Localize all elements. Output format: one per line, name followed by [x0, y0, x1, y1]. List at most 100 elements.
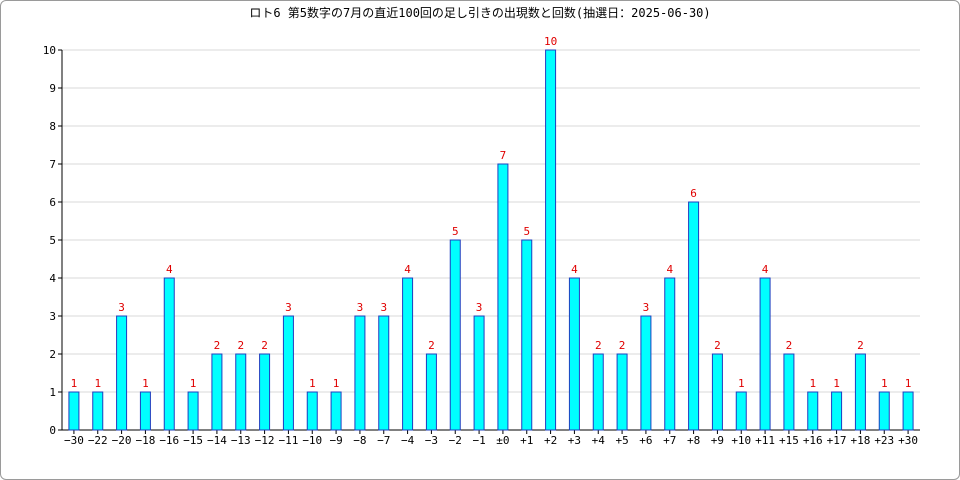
x-tick-label: −1 [472, 434, 485, 447]
data-label: 1 [905, 377, 912, 390]
y-tick-label: 5 [49, 234, 56, 247]
x-tick-label: +2 [544, 434, 557, 447]
data-label: 10 [544, 35, 557, 48]
data-label: 2 [714, 339, 721, 352]
data-label: 3 [643, 301, 650, 314]
data-label: 1 [809, 377, 816, 390]
y-tick-label: 7 [49, 158, 56, 171]
bar [378, 315, 390, 431]
x-tick-label: +11 [755, 434, 775, 447]
data-label: 1 [94, 377, 101, 390]
x-tick-label: +17 [827, 434, 847, 447]
data-label: 2 [857, 339, 864, 352]
y-tick-label: 8 [49, 120, 56, 133]
x-tick-label: −11 [278, 434, 298, 447]
data-label: 1 [142, 377, 149, 390]
x-tick-label: +9 [711, 434, 724, 447]
bar [568, 277, 580, 431]
chart-title: ロト6 第5数字の7月の直近100回の足し引きの出現数と回数(抽選日：2025-… [249, 6, 711, 20]
data-label: 4 [404, 263, 411, 276]
bar [187, 391, 199, 431]
grid-lines [62, 49, 920, 393]
data-label: 1 [71, 377, 78, 390]
data-label: 5 [452, 225, 459, 238]
bar [878, 391, 890, 431]
bar [211, 353, 223, 431]
bar [521, 239, 533, 431]
x-tick-label: −13 [231, 434, 251, 447]
bar [425, 353, 437, 431]
bar [402, 277, 414, 431]
bar [449, 239, 461, 431]
data-label: 3 [476, 301, 483, 314]
x-tick-label: +6 [639, 434, 652, 447]
bar [235, 353, 247, 431]
bar [902, 391, 914, 431]
x-tick-label: −30 [64, 434, 84, 447]
x-tick-label: −16 [159, 434, 179, 447]
data-label: 4 [666, 263, 673, 276]
x-tick-label: −14 [207, 434, 227, 447]
data-label: 7 [500, 149, 507, 162]
data-label: 2 [595, 339, 602, 352]
data-labels: 1 1 3 1 4 1 2 2 2 3 1 1 3 3 4 2 5 3 7 5 10 4 2 2 3 4 6 2 1 4 2 1 1 2 1 1 [71, 35, 912, 390]
bar [735, 391, 747, 431]
data-label: 2 [261, 339, 268, 352]
bar [711, 353, 723, 431]
data-label: 2 [619, 339, 626, 352]
bar [688, 201, 700, 431]
bar [92, 391, 104, 431]
bar [306, 391, 318, 431]
bar [831, 391, 843, 431]
data-label: 1 [833, 377, 840, 390]
bar [330, 391, 342, 431]
x-tick-labels: −30 −22 −20 −18 −16 −15 −14 −13 −12 −11 −10 −9 −8 −7−… [64, 434, 918, 447]
bar [259, 353, 271, 431]
x-tick-label: +30 [898, 434, 918, 447]
bar [854, 353, 866, 431]
y-tick-label: 3 [49, 310, 56, 323]
y-tick-label: 9 [49, 82, 56, 95]
x-tick-label: +10 [731, 434, 751, 447]
bar [473, 315, 485, 431]
y-tick-label: 6 [49, 196, 56, 209]
y-tick-label: 2 [49, 348, 56, 361]
bar [545, 49, 557, 431]
data-label: 3 [357, 301, 364, 314]
x-tick-label: +3 [568, 434, 581, 447]
x-tick-label: −3 [425, 434, 438, 447]
x-tick-label: +1 [520, 434, 533, 447]
x-tick-label: −10 [302, 434, 322, 447]
x-tick-label: −4 [401, 434, 415, 447]
x-tick-label: +23 [874, 434, 894, 447]
y-tick-label: 10 [43, 44, 56, 57]
bar [592, 353, 604, 431]
bar [807, 391, 819, 431]
data-label: 5 [523, 225, 530, 238]
bar [497, 163, 509, 431]
x-tick-label: +4 [592, 434, 606, 447]
bar [116, 315, 128, 431]
x-tick-label: −9 [329, 434, 342, 447]
data-label: 2 [428, 339, 435, 352]
data-label: 2 [237, 339, 244, 352]
bar [664, 277, 676, 431]
bar [68, 391, 80, 431]
x-tick-label: −2 [449, 434, 462, 447]
data-label: 6 [690, 187, 697, 200]
bar [783, 353, 795, 431]
data-label: 3 [285, 301, 292, 314]
x-tick-label: +15 [779, 434, 799, 447]
data-label: 1 [881, 377, 888, 390]
x-tick-label: −7 [377, 434, 390, 447]
bar [354, 315, 366, 431]
bar [616, 353, 628, 431]
x-tick-label: +8 [687, 434, 700, 447]
bar [163, 277, 175, 431]
data-label: 1 [738, 377, 745, 390]
data-label: 2 [214, 339, 221, 352]
x-tick-label: −22 [88, 434, 108, 447]
x-tick-label: −12 [255, 434, 275, 447]
x-tick-label: −18 [135, 434, 155, 447]
